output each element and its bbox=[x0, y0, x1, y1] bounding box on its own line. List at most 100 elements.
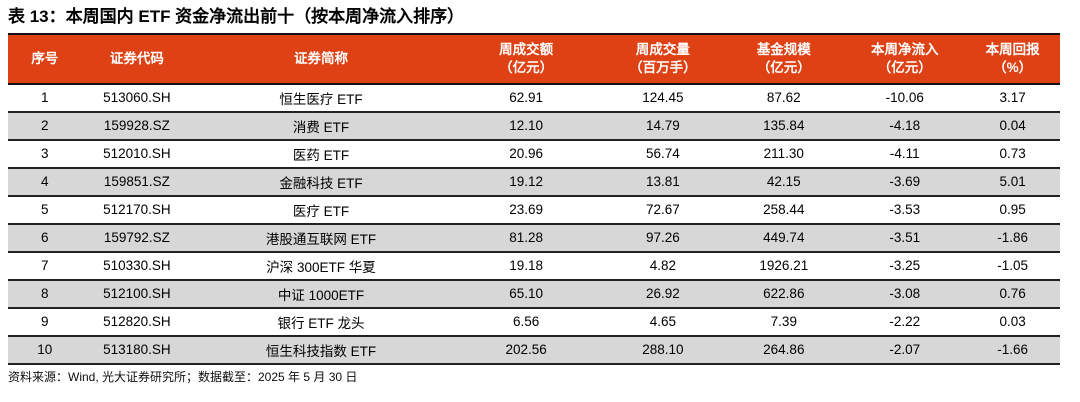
col-header-weekly-turnover-label: 周成交额 bbox=[499, 42, 554, 57]
cell-weekly-turnover: 23.69 bbox=[449, 195, 603, 225]
cell-ticker: 159851.SZ bbox=[81, 167, 193, 197]
cell-weekly-return: 0.04 bbox=[965, 111, 1060, 141]
col-header-weekly-net-inflow-label: 本周净流入 bbox=[871, 42, 939, 57]
cell-weekly-net-inflow: -10.06 bbox=[844, 83, 966, 113]
col-header-rank: 序号 bbox=[8, 33, 82, 85]
table-header-row: 序号 证券代码 证券简称 周成交额 （亿元） 周成交量 （百万手） bbox=[8, 33, 1060, 85]
cell-weekly-volume: 4.82 bbox=[602, 251, 724, 281]
cell-fund-size: 7.39 bbox=[723, 307, 845, 337]
cell-fund-size: 211.30 bbox=[723, 139, 845, 169]
cell-name: 恒生科技指数 ETF bbox=[192, 335, 450, 365]
col-header-weekly-volume-unit: （百万手） bbox=[629, 59, 697, 75]
cell-rank: 7 bbox=[8, 251, 82, 281]
cell-name: 沪深 300ETF 华夏 bbox=[192, 251, 450, 281]
cell-weekly-return: -1.05 bbox=[965, 251, 1060, 281]
cell-ticker: 513180.SH bbox=[81, 335, 193, 365]
cell-name: 恒生医疗 ETF bbox=[192, 83, 450, 113]
col-header-weekly-net-inflow-unit: （亿元） bbox=[877, 59, 932, 75]
cell-ticker: 512010.SH bbox=[81, 139, 193, 169]
cell-weekly-volume: 97.26 bbox=[602, 223, 724, 253]
cell-weekly-turnover: 65.10 bbox=[449, 279, 603, 309]
col-header-name: 证券简称 bbox=[192, 33, 450, 85]
cell-fund-size: 264.86 bbox=[723, 335, 845, 365]
cell-weekly-turnover: 19.12 bbox=[449, 167, 603, 197]
col-header-weekly-turnover-unit: （亿元） bbox=[499, 59, 554, 75]
cell-weekly-return: -1.66 bbox=[965, 335, 1060, 365]
cell-name: 医药 ETF bbox=[192, 139, 450, 169]
cell-fund-size: 87.62 bbox=[723, 83, 845, 113]
col-header-weekly-return: 本周回报 （%） bbox=[965, 33, 1060, 85]
cell-rank: 6 bbox=[8, 223, 82, 253]
cell-weekly-net-inflow: -2.07 bbox=[844, 335, 966, 365]
col-header-weekly-return-label: 本周回报 bbox=[985, 42, 1040, 57]
table-row: 7 510330.SH 沪深 300ETF 华夏 19.18 4.82 1926.21 -3… bbox=[8, 251, 1060, 281]
cell-fund-size: 135.84 bbox=[723, 111, 845, 141]
cell-weekly-volume: 14.79 bbox=[602, 111, 724, 141]
cell-name: 消费 ETF bbox=[192, 111, 450, 141]
cell-fund-size: 42.15 bbox=[723, 167, 845, 197]
table-row: 3 512010.SH 医药 ETF 20.96 56.74 211.30 -4.11 0.7… bbox=[8, 139, 1060, 169]
cell-weekly-turnover: 19.18 bbox=[449, 251, 603, 281]
col-header-fund-size-label: 基金规模 bbox=[756, 42, 811, 57]
cell-weekly-return: 0.73 bbox=[965, 139, 1060, 169]
cell-ticker: 512170.SH bbox=[81, 195, 193, 225]
cell-weekly-net-inflow: -4.11 bbox=[844, 139, 966, 169]
table-row: 1 513060.SH 恒生医疗 ETF 62.91 124.45 87.62 -10.06… bbox=[8, 83, 1060, 113]
col-header-weekly-return-unit: （%） bbox=[993, 59, 1033, 75]
cell-name: 港股通互联网 ETF bbox=[192, 223, 450, 253]
cell-weekly-net-inflow: -3.69 bbox=[844, 167, 966, 197]
cell-ticker: 159928.SZ bbox=[81, 111, 193, 141]
cell-rank: 4 bbox=[8, 167, 82, 197]
cell-ticker: 512100.SH bbox=[81, 279, 193, 309]
source-note: 资料来源：Wind, 光大证券研究所；数据截至：2025 年 5 月 30 日 bbox=[8, 369, 358, 384]
cell-weekly-return: 0.95 bbox=[965, 195, 1060, 225]
col-header-weekly-volume-label: 周成交量 bbox=[635, 42, 690, 57]
col-header-weekly-net-inflow: 本周净流入 （亿元） bbox=[844, 33, 966, 85]
cell-name: 医疗 ETF bbox=[192, 195, 450, 225]
cell-weekly-volume: 13.81 bbox=[602, 167, 724, 197]
cell-weekly-volume: 4.65 bbox=[602, 307, 724, 337]
cell-weekly-turnover: 81.28 bbox=[449, 223, 603, 253]
col-header-fund-size-unit: （亿元） bbox=[756, 59, 811, 75]
col-header-ticker-label: 证券代码 bbox=[109, 50, 164, 66]
cell-fund-size: 622.86 bbox=[723, 279, 845, 309]
cell-weekly-net-inflow: -3.08 bbox=[844, 279, 966, 309]
cell-rank: 2 bbox=[8, 111, 82, 141]
cell-weekly-turnover: 202.56 bbox=[449, 335, 603, 365]
cell-ticker: 512820.SH bbox=[81, 307, 193, 337]
cell-weekly-turnover: 6.56 bbox=[449, 307, 603, 337]
cell-weekly-return: 5.01 bbox=[965, 167, 1060, 197]
cell-weekly-turnover: 20.96 bbox=[449, 139, 603, 169]
cell-fund-size: 258.44 bbox=[723, 195, 845, 225]
cell-weekly-return: 3.17 bbox=[965, 83, 1060, 113]
cell-ticker: 510330.SH bbox=[81, 251, 193, 281]
col-header-ticker: 证券代码 bbox=[81, 33, 193, 85]
table-row: 6 159792.SZ 港股通互联网 ETF 81.28 97.26 449.74 -3.5… bbox=[8, 223, 1060, 253]
cell-weekly-net-inflow: -2.22 bbox=[844, 307, 966, 337]
table-title: 表 13：本周国内 ETF 资金净流出前十（按本周净流入排序） bbox=[8, 7, 465, 26]
cell-weekly-return: 0.03 bbox=[965, 307, 1060, 337]
cell-weekly-net-inflow: -4.18 bbox=[844, 111, 966, 141]
col-header-rank-label: 序号 bbox=[31, 50, 59, 66]
col-header-weekly-turnover: 周成交额 （亿元） bbox=[449, 33, 603, 85]
table-row: 2 159928.SZ 消费 ETF 12.10 14.79 135.84 -4.18 0.0… bbox=[8, 111, 1060, 141]
cell-weekly-volume: 72.67 bbox=[602, 195, 724, 225]
cell-rank: 10 bbox=[8, 335, 82, 365]
cell-name: 中证 1000ETF bbox=[192, 279, 450, 309]
etf-net-outflow-table: 序号 证券代码 证券简称 周成交额 （亿元） 周成交量 （百万手） bbox=[8, 33, 1060, 365]
table-row: 8 512100.SH 中证 1000ETF 65.10 26.92 622.86 -3.0… bbox=[8, 279, 1060, 309]
cell-rank: 8 bbox=[8, 279, 82, 309]
cell-weekly-turnover: 62.91 bbox=[449, 83, 603, 113]
cell-weekly-volume: 124.45 bbox=[602, 83, 724, 113]
cell-rank: 3 bbox=[8, 139, 82, 169]
cell-fund-size: 449.74 bbox=[723, 223, 845, 253]
cell-weekly-net-inflow: -3.51 bbox=[844, 223, 966, 253]
cell-rank: 9 bbox=[8, 307, 82, 337]
table-row: 4 159851.SZ 金融科技 ETF 19.12 13.81 42.15 -3.69 5.… bbox=[8, 167, 1060, 197]
table-body: 1 513060.SH 恒生医疗 ETF 62.91 124.45 87.62 -10.06… bbox=[8, 83, 1060, 365]
cell-name: 银行 ETF 龙头 bbox=[192, 307, 450, 337]
cell-fund-size: 1926.21 bbox=[723, 251, 845, 281]
cell-ticker: 159792.SZ bbox=[81, 223, 193, 253]
table-row: 5 512170.SH 医疗 ETF 23.69 72.67 258.44 -3.53 0.9… bbox=[8, 195, 1060, 225]
report-table-figure: 表 13：本周国内 ETF 资金净流出前十（按本周净流入排序） 序号 证券代码 bbox=[8, 7, 1060, 384]
